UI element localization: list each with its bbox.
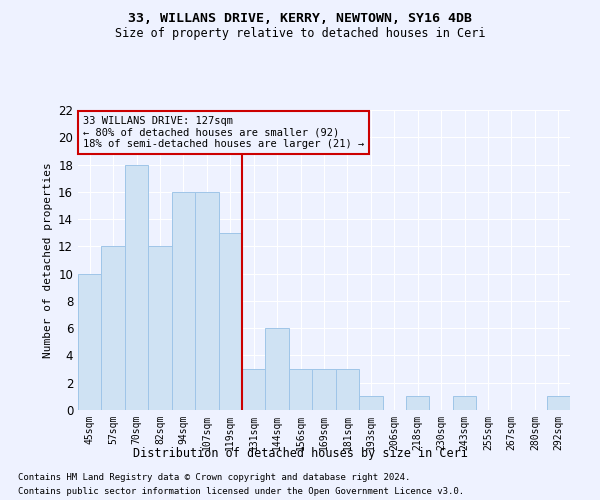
Bar — [125, 164, 148, 410]
Bar — [265, 328, 289, 410]
Text: Contains HM Land Registry data © Crown copyright and database right 2024.: Contains HM Land Registry data © Crown c… — [18, 472, 410, 482]
Bar — [406, 396, 430, 410]
Bar — [101, 246, 125, 410]
Text: 33, WILLANS DRIVE, KERRY, NEWTOWN, SY16 4DB: 33, WILLANS DRIVE, KERRY, NEWTOWN, SY16 … — [128, 12, 472, 26]
Bar — [195, 192, 218, 410]
Bar — [336, 369, 359, 410]
Bar — [242, 369, 265, 410]
Bar — [312, 369, 336, 410]
Bar — [547, 396, 570, 410]
Text: 33 WILLANS DRIVE: 127sqm
← 80% of detached houses are smaller (92)
18% of semi-d: 33 WILLANS DRIVE: 127sqm ← 80% of detach… — [83, 116, 364, 149]
Bar — [78, 274, 101, 410]
Bar — [172, 192, 195, 410]
Bar — [359, 396, 383, 410]
Bar — [148, 246, 172, 410]
Text: Contains public sector information licensed under the Open Government Licence v3: Contains public sector information licen… — [18, 488, 464, 496]
Text: Size of property relative to detached houses in Ceri: Size of property relative to detached ho… — [115, 28, 485, 40]
Bar — [218, 232, 242, 410]
Text: Distribution of detached houses by size in Ceri: Distribution of detached houses by size … — [133, 448, 467, 460]
Y-axis label: Number of detached properties: Number of detached properties — [43, 162, 53, 358]
Bar — [453, 396, 476, 410]
Bar — [289, 369, 312, 410]
